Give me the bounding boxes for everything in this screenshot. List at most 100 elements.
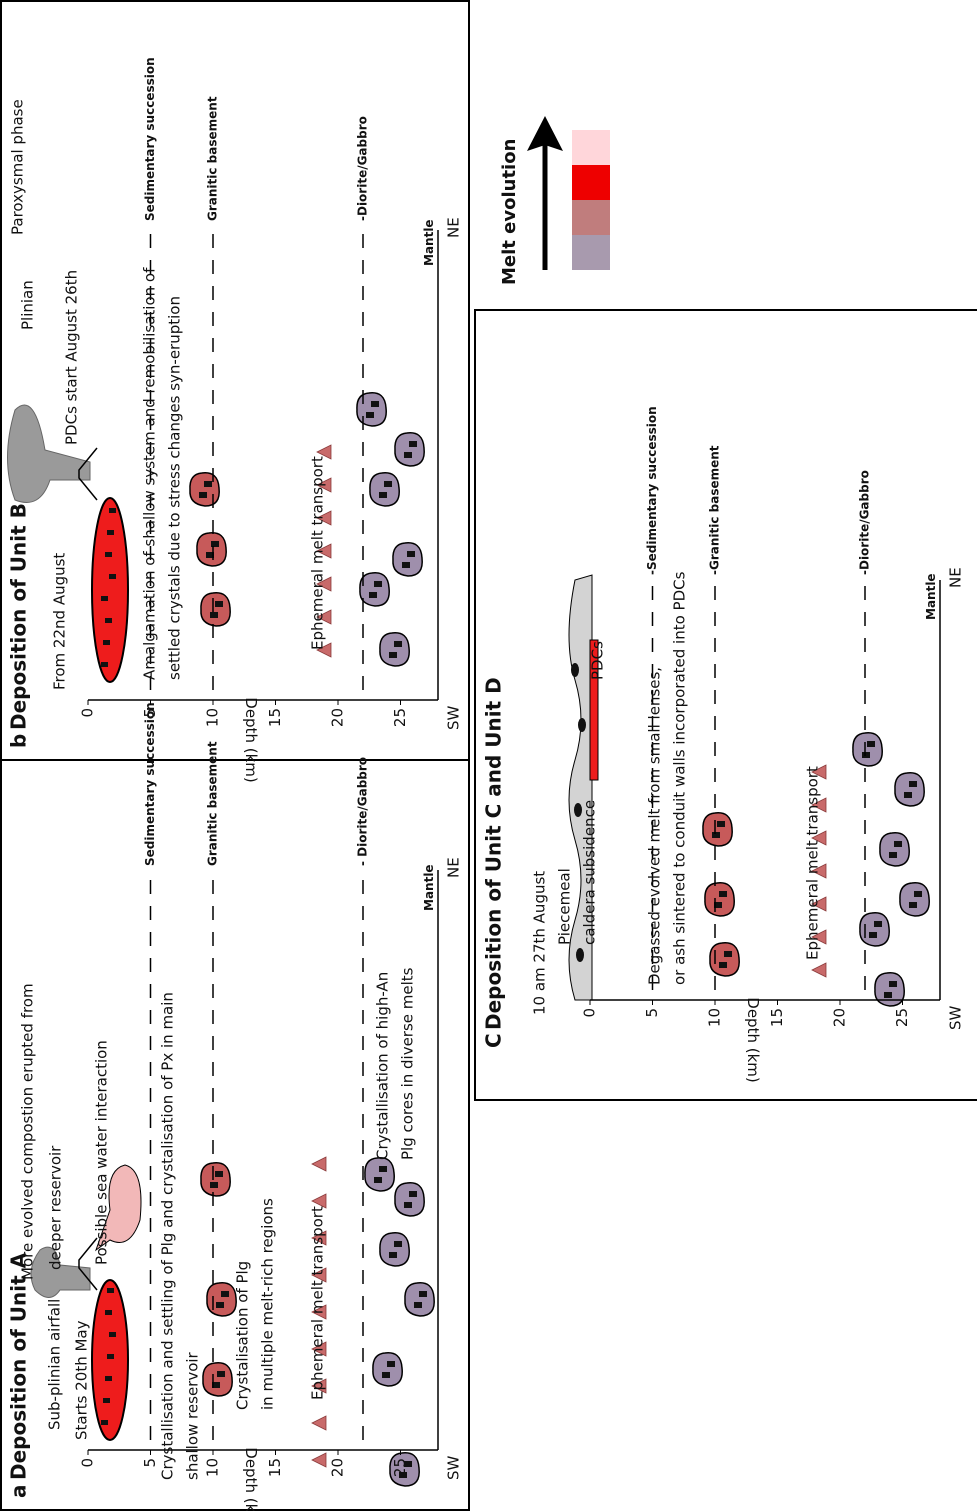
legend-title: Melt evolution <box>499 139 520 285</box>
crystal <box>914 891 922 897</box>
annotation: Possible sea water interaction <box>93 1040 111 1265</box>
panel-title: Deposition of Unit B <box>7 503 31 730</box>
crystal <box>874 921 882 927</box>
crystal <box>105 552 112 557</box>
crystal <box>394 1241 402 1247</box>
reservoir <box>92 1280 128 1440</box>
crystal <box>862 752 870 758</box>
sw-label: SW <box>947 1005 965 1030</box>
magma-blob <box>380 1233 409 1266</box>
legend-swatch <box>572 130 610 165</box>
crystal <box>105 1310 112 1315</box>
annotation: in multiple melt-rich regions <box>259 1198 277 1410</box>
annotation: Piecemeal <box>556 868 574 945</box>
crystal <box>105 1376 112 1381</box>
annotation: Crystallisation of high-An <box>374 972 392 1160</box>
depth-tick-label: 0 <box>581 1008 599 1018</box>
layer-label: Mantle <box>924 573 938 620</box>
crystal <box>374 1177 382 1183</box>
melt-triangle <box>312 1416 326 1430</box>
depth-axis-label: Depth (km) <box>242 1447 260 1511</box>
sw-label: SW <box>445 705 463 730</box>
ne-label: NE <box>445 217 463 238</box>
depth-tick-label: 5 <box>141 1458 159 1468</box>
crystal <box>379 1166 387 1172</box>
annotation: 10 am 27th August <box>531 871 549 1015</box>
crystal <box>107 1354 114 1359</box>
crystal <box>109 574 116 579</box>
crystal <box>389 1252 397 1258</box>
ne-label: NE <box>445 857 463 878</box>
melt-triangle <box>312 1453 326 1467</box>
depth-tick-label: 25 <box>391 708 409 727</box>
crystal <box>384 481 392 487</box>
crystal <box>407 551 415 557</box>
panel-letter: b <box>7 734 31 748</box>
crystal <box>409 1191 417 1197</box>
magma-blob <box>373 1353 402 1386</box>
crystal <box>101 596 108 601</box>
depth-axis-label: Depth (km) <box>242 697 260 782</box>
magma-blob <box>201 1163 230 1196</box>
annotation: Sub-plinian airfall <box>46 1299 64 1430</box>
crystal <box>404 452 412 458</box>
magma-blob <box>395 1183 424 1216</box>
annotation: Amalgamation of shallow system and remob… <box>141 267 159 680</box>
crystal <box>889 852 897 858</box>
depth-tick-label: 20 <box>329 708 347 727</box>
annotation: settled crystals due to stress changes s… <box>166 296 184 680</box>
crystal <box>107 1288 114 1293</box>
magma-blob <box>703 813 732 846</box>
crystal <box>204 481 212 487</box>
annotation: shallow reservoir <box>184 1351 202 1480</box>
panel-letter: C <box>482 1033 506 1048</box>
layer-label: -Diorite/Gabbro <box>858 470 872 575</box>
crystal <box>105 618 112 623</box>
layer-label: Sedimentary succession <box>143 702 157 866</box>
crystal <box>369 592 377 598</box>
clast <box>576 948 584 962</box>
crystal <box>211 541 219 547</box>
depth-tick-label: 0 <box>79 708 97 718</box>
rotated-figure: aDeposition of Unit A0510152025Depth (km… <box>1 1 977 1511</box>
crystal <box>199 492 207 498</box>
annotation: or ash sintered to conduit walls incorpo… <box>671 571 689 985</box>
depth-tick-label: 25 <box>893 1008 911 1027</box>
figure: aDeposition of Unit A0510152025Depth (km… <box>0 0 977 1511</box>
annotation: Plg cores in diverse melts <box>399 967 417 1160</box>
annotation: Plinian <box>19 280 37 330</box>
panel-title: Deposition of Unit C and Unit D <box>482 677 506 1030</box>
panel-letter: a <box>7 1485 31 1499</box>
legend-swatch <box>572 200 610 235</box>
crystal <box>101 1420 108 1425</box>
crystal <box>210 1182 218 1188</box>
magma-blob <box>875 973 904 1006</box>
depth-axis-label: Depth (km) <box>744 997 762 1082</box>
crystal <box>109 1332 116 1337</box>
depth-tick-label: 5 <box>141 708 159 718</box>
annotation: More evolved compostion erupted from <box>19 983 37 1280</box>
magma-blob <box>705 883 734 916</box>
crystal <box>216 1302 224 1308</box>
depth-tick-label: 5 <box>643 1008 661 1018</box>
sw-label: SW <box>445 1455 463 1480</box>
crystal <box>217 1371 225 1377</box>
annotation: PDCs <box>589 641 607 680</box>
layer-label: Mantle <box>422 219 436 266</box>
layer-label: Sedimentary succession <box>143 57 157 221</box>
magma-blob <box>203 1363 232 1396</box>
crystal <box>387 1361 395 1367</box>
magma-blob <box>405 1283 434 1316</box>
crystal <box>103 640 110 645</box>
legend-swatch <box>572 235 610 270</box>
magma-blob <box>370 473 399 506</box>
clast <box>571 663 579 677</box>
crystal <box>371 401 379 407</box>
magma-blob <box>365 1158 394 1191</box>
melt-triangle <box>312 1194 326 1208</box>
annotation: Ephemeral melt transport <box>804 766 822 960</box>
crystal <box>215 1171 223 1177</box>
panel-title: Deposition of Unit A <box>7 1252 31 1480</box>
layer-label: -Diorite/Gabbro <box>356 116 370 221</box>
crystal <box>884 992 892 998</box>
